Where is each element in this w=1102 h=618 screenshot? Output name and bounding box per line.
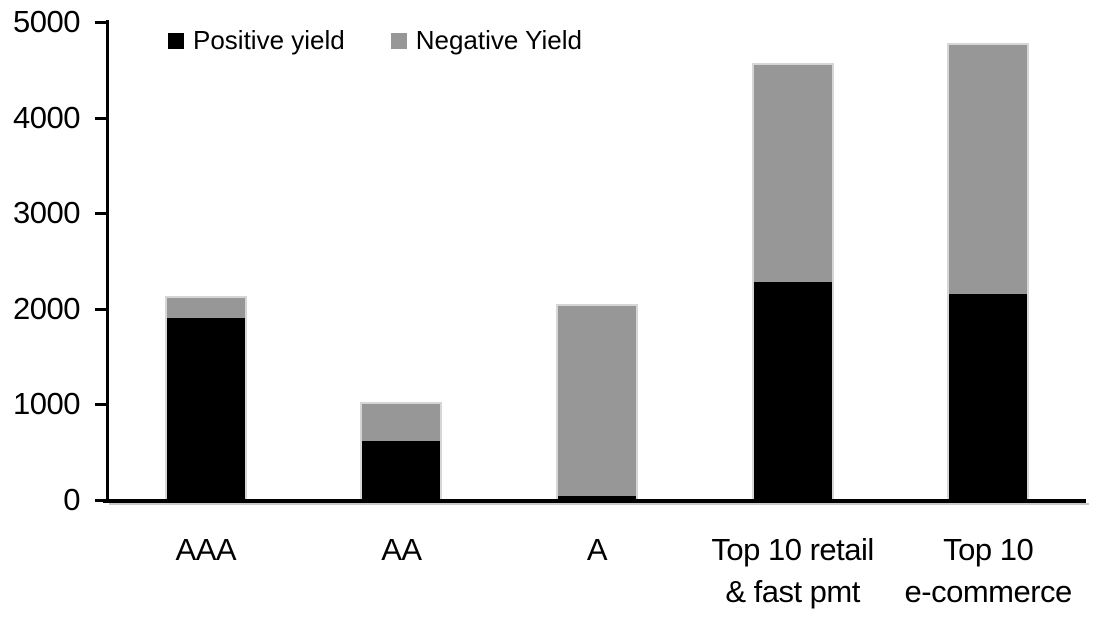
positive-yield-segment	[362, 440, 441, 500]
bar-a	[556, 303, 638, 502]
negative-yield-segment	[166, 298, 245, 319]
positive-yield-segment	[949, 294, 1028, 500]
x-axis-label-aa: AA	[381, 532, 422, 567]
y-axis-label-5000: 5000	[13, 4, 80, 39]
y-axis-label-3000: 3000	[13, 195, 80, 231]
y-axis-tick-4000	[95, 116, 107, 120]
x-axis-label-aaa: AAA	[175, 532, 237, 567]
negative-yield-segment	[949, 44, 1028, 295]
bar-aaa	[164, 296, 247, 502]
x-axis-label-top-10: Top 10 e-commerce	[904, 532, 1073, 609]
y-axis-tick-1000	[95, 403, 107, 407]
negative-yield-segment	[362, 404, 441, 441]
positive-yield-segment	[558, 496, 636, 500]
bar-top-10	[947, 42, 1030, 502]
y-axis-label-1000: 1000	[13, 386, 80, 422]
negative-yield-swatch-icon	[390, 32, 407, 49]
legend-label-positive-yield: Positive yield	[193, 25, 345, 55]
bar-aa	[360, 402, 443, 502]
y-axis-tick-5000	[95, 21, 107, 24]
y-axis-label-2000: 2000	[13, 290, 80, 326]
negative-yield-segment	[558, 305, 636, 497]
bar-top-10-retail	[751, 63, 834, 502]
chart-legend: Positive yield Negative Yield	[168, 25, 582, 56]
positive-yield-segment	[166, 318, 245, 500]
legend-label-negative-yield: Negative Yield	[415, 25, 582, 55]
y-axis-tick-2000	[95, 307, 107, 311]
x-axis-line	[103, 499, 1086, 503]
y-axis-label-0: 0	[63, 482, 80, 517]
x-axis-shadow	[109, 503, 1089, 505]
legend-item-positive-yield: Positive yield	[168, 25, 345, 56]
y-axis-tick-0	[95, 499, 107, 502]
legend-item-negative-yield: Negative Yield	[390, 25, 582, 56]
y-axis-line	[106, 20, 109, 503]
x-axis-label-top-10-retail: Top 10 retail & fast pmt	[711, 532, 874, 609]
positive-yield-swatch-icon	[168, 32, 184, 49]
negative-yield-segment	[753, 65, 832, 283]
x-axis-label-a: A	[586, 532, 608, 567]
y-axis-tick-3000	[95, 212, 107, 216]
positive-yield-segment	[753, 282, 832, 500]
y-axis-label-4000: 4000	[13, 99, 80, 135]
